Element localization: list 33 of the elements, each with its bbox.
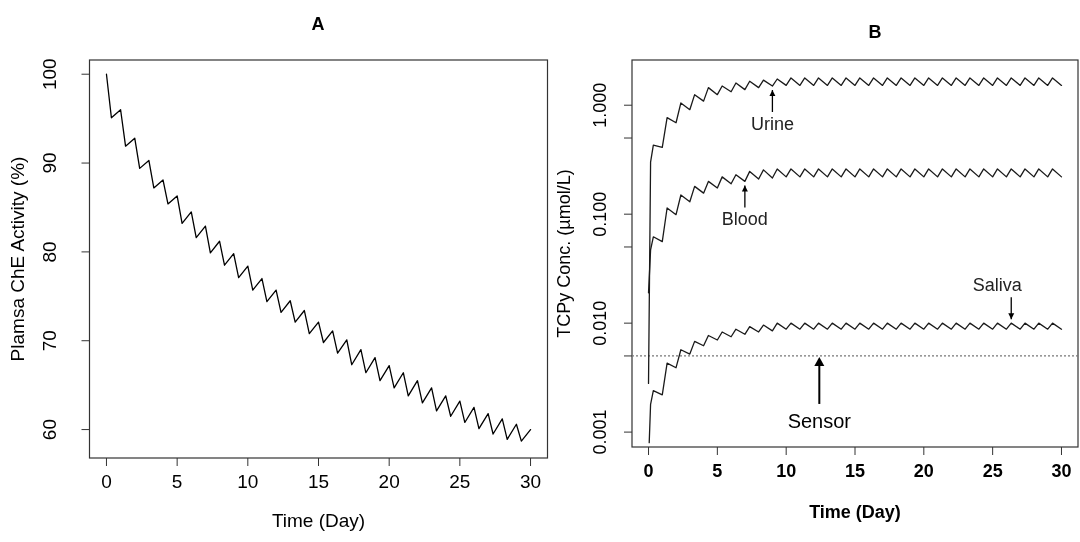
y-tick-label: 100 [39,58,60,91]
y-tick-label: 90 [39,152,60,174]
annotation: Blood [721,209,768,230]
x-tick-label: 15 [307,471,330,492]
y-tick-label: 1.000 [590,82,610,128]
annotation: Saliva [972,275,1023,296]
x-axis-title: Time (Day) [271,510,366,531]
x-tick-label: 20 [913,461,934,481]
x-tick-label: 10 [776,461,797,481]
x-tick-label: 0 [643,461,654,481]
x-axis-title: Time (Day) [809,502,901,522]
chart-title: A [311,14,325,34]
y-tick-label: 0.010 [590,300,610,346]
x-tick-label: 5 [712,461,723,481]
x-tick-label: 25 [982,461,1003,481]
x-tick-label: 10 [237,471,259,492]
ref-line-label: Sensor [787,409,852,432]
y-tick-label: 60 [39,419,60,441]
x-tick-label: 30 [519,471,542,492]
chart-title: B [868,22,882,42]
y-tick-label: 0.100 [590,191,610,237]
x-tick-label: 5 [171,471,183,492]
y-tick-label: 70 [39,330,60,352]
x-tick-label: 30 [1051,461,1072,481]
x-tick-label: 0 [101,471,112,492]
y-axis-title: Plamsa ChE Activity (%) [7,156,28,362]
annotation: Urine [750,114,794,135]
x-tick-label: 25 [449,471,471,492]
x-tick-label: 15 [844,461,866,481]
y-tick-label: 80 [39,241,60,263]
x-tick-label: 20 [378,471,400,492]
y-tick-label: 0.001 [590,409,610,455]
y-axis-title: TCPy Conc. (µmol/L) [554,169,574,338]
